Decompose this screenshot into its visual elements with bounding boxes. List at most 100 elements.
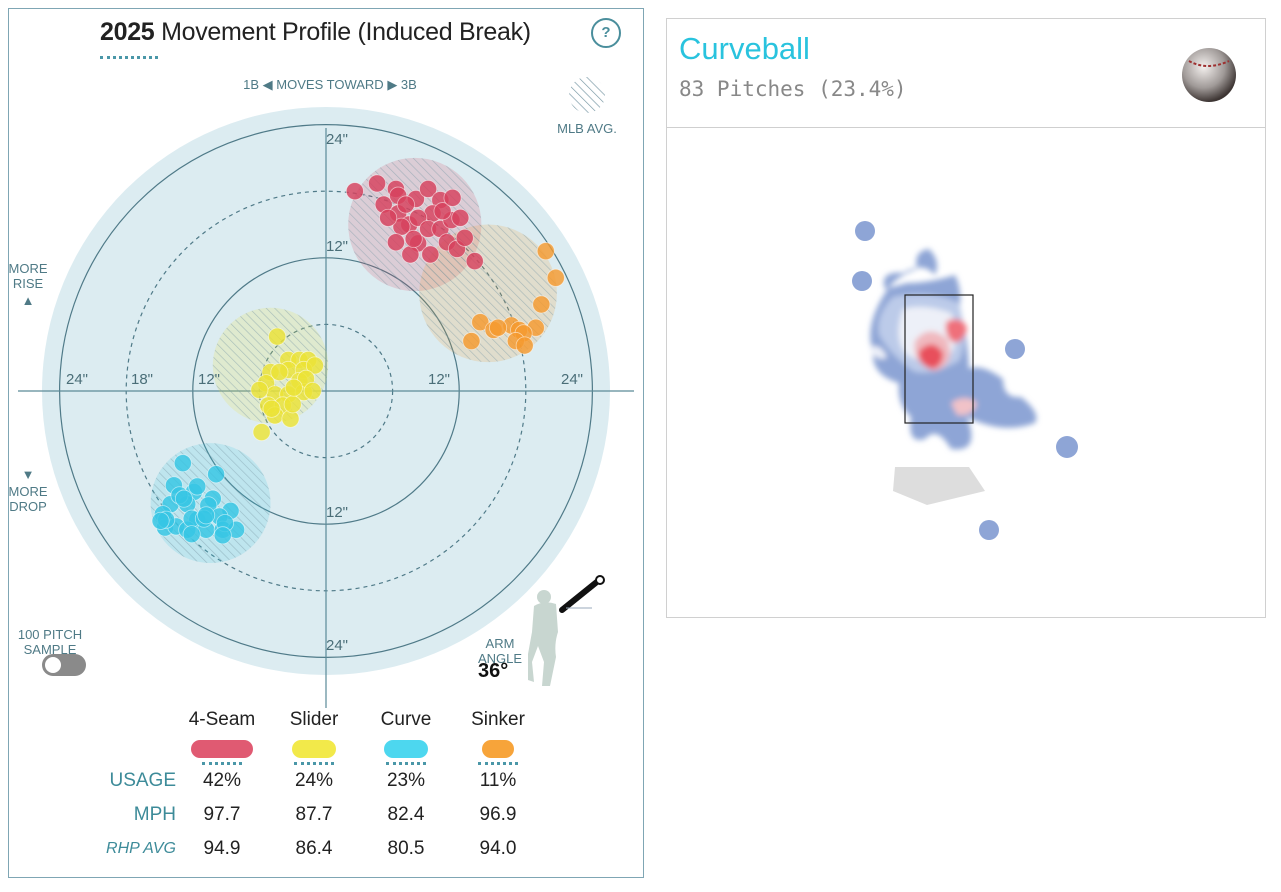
pitch-point-sinker — [515, 336, 534, 355]
pitch-point-curve — [174, 489, 193, 508]
pitcher-figure — [528, 575, 605, 686]
arm-angle-line2: ANGLE — [478, 651, 523, 666]
ring-label-bottom-12: 12" — [326, 504, 349, 521]
more-drop-line2: DROP — [9, 499, 47, 514]
legend-underline-4-seam — [202, 762, 242, 765]
mph-value-sinker: 96.9 — [479, 804, 517, 825]
pitch-point-sinker — [471, 313, 490, 332]
ring-label-bottom-24: 24" — [326, 637, 349, 654]
pitch-point-slider — [268, 327, 287, 346]
ring-label-right-12: 12" — [428, 371, 451, 388]
pitch-point-curve — [151, 511, 170, 530]
pitch-point-slider — [270, 363, 289, 382]
pitch-point-slider — [283, 395, 302, 414]
pitch-point-curve — [173, 454, 192, 473]
usage-value-4-seam: 42% — [202, 770, 242, 791]
title-underline — [100, 56, 158, 59]
heatmap-density — [869, 249, 1037, 450]
legend-swatch-slider[interactable] — [292, 740, 336, 758]
strike-zone — [904, 294, 974, 424]
rhp-avg-value-curve: 80.5 — [387, 838, 425, 859]
help-icon[interactable]: ? — [591, 18, 621, 48]
toggle-knob — [45, 657, 61, 673]
pitch-point-curve — [188, 477, 207, 496]
movement-plot — [18, 77, 634, 708]
chart-title: 2025 Movement Profile (Induced Break) — [100, 18, 531, 47]
ring-label-top-12: 12" — [326, 238, 349, 255]
ring-label-left-18: 18" — [131, 371, 154, 388]
sample-label: 100 PITCH SAMPLE — [10, 627, 90, 657]
usage-value-slider: 24% — [294, 770, 334, 791]
sample-toggle[interactable] — [42, 654, 86, 676]
location-heatmap — [852, 221, 1078, 540]
ring-label-right-24: 24" — [561, 371, 584, 388]
pitch-point-curve — [207, 465, 226, 484]
legend-swatch-curve[interactable] — [384, 740, 428, 758]
pitch-point-4-seam — [433, 202, 452, 221]
pitch-point-4-seam — [455, 228, 474, 247]
row-label-rhp-avg: RHP AVG — [106, 840, 176, 857]
row-label-usage: USAGE — [109, 770, 176, 791]
heatmap-outlier — [852, 271, 872, 291]
pitch-point-curve — [182, 525, 201, 544]
ring-label-left-12: 12" — [198, 371, 221, 388]
arm-angle-label: ARM ANGLE — [478, 636, 522, 666]
pitch-point-slider — [284, 378, 303, 397]
title-year: 2025 — [100, 18, 155, 46]
direction-moves-toward: MOVES TOWARD — [276, 77, 384, 92]
pitch-point-slider — [262, 399, 281, 418]
pitch-point-4-seam — [451, 208, 470, 227]
rhp-avg-value-4-seam: 94.9 — [203, 838, 241, 859]
heatmap-outlier — [855, 221, 875, 241]
mlb-avg-legend-swatch — [569, 77, 605, 113]
pitch-point-sinker — [536, 242, 555, 261]
pitch-point-4-seam — [465, 252, 484, 271]
row-label-mph: MPH — [133, 804, 176, 825]
baseball-icon — [1182, 48, 1236, 102]
pitch-point-4-seam — [404, 229, 423, 248]
pitch-point-4-seam — [345, 182, 364, 201]
legend-swatch-sinker[interactable] — [482, 740, 514, 758]
pitch-point-sinker — [546, 268, 565, 287]
pitch-point-4-seam — [443, 188, 462, 207]
pitch-point-4-seam — [368, 174, 387, 193]
sample-label-line1: 100 PITCH — [17, 627, 83, 642]
pitch-point-4-seam — [401, 245, 420, 264]
heatmap-outlier — [1056, 436, 1078, 458]
mph-value-slider: 87.7 — [295, 804, 333, 825]
mph-value-curve: 82.4 — [387, 804, 425, 825]
sample-label-line2: SAMPLE — [23, 642, 77, 657]
pitch-point-4-seam — [379, 208, 398, 227]
pitch-point-slider — [250, 380, 269, 399]
pitch-type-title: Curveball — [679, 31, 810, 66]
rhp-avg-value-sinker: 94.0 — [479, 838, 517, 859]
legend-underline-sinker — [478, 762, 518, 765]
direction-1b: 1B ◀ — [243, 77, 273, 92]
arm-angle-value: 36° — [478, 660, 509, 682]
heatmap-outlier — [979, 520, 999, 540]
legend-swatch-4-seam[interactable] — [191, 740, 253, 758]
pitch-point-4-seam — [419, 179, 438, 198]
pitch-point-4-seam — [421, 245, 440, 264]
pitch-point-curve — [213, 526, 232, 545]
more-rise-line1: MORE — [8, 261, 48, 276]
legend-underline-curve — [386, 762, 426, 765]
pitch-point-4-seam — [386, 233, 405, 252]
more-rise-label: MORE RISE ▲ — [8, 261, 48, 308]
legend-name-slider: Slider — [289, 709, 339, 730]
heatmap-outlier — [1005, 339, 1025, 359]
pitch-point-sinker — [462, 332, 481, 351]
more-drop-line1: MORE — [8, 484, 48, 499]
mlb-avg-label: MLB AVG. — [557, 121, 617, 136]
pitch-count-subtitle: 83 Pitches (23.4%) — [679, 77, 907, 101]
arm-angle-line1: ARM — [485, 636, 515, 651]
legend-name-4-seam: 4-Seam — [188, 709, 256, 730]
heatmap-header: Curveball 83 Pitches (23.4%) — [667, 19, 1265, 128]
legend-underline-slider — [294, 762, 334, 765]
pitch-point-sinker — [532, 295, 551, 314]
more-drop-label: ▼ MORE DROP — [8, 467, 48, 514]
usage-value-sinker: 11% — [479, 770, 517, 791]
usage-value-curve: 23% — [386, 770, 426, 791]
rise-arrow-icon: ▲ — [21, 293, 35, 308]
ring-label-top-24: 24" — [326, 131, 349, 148]
